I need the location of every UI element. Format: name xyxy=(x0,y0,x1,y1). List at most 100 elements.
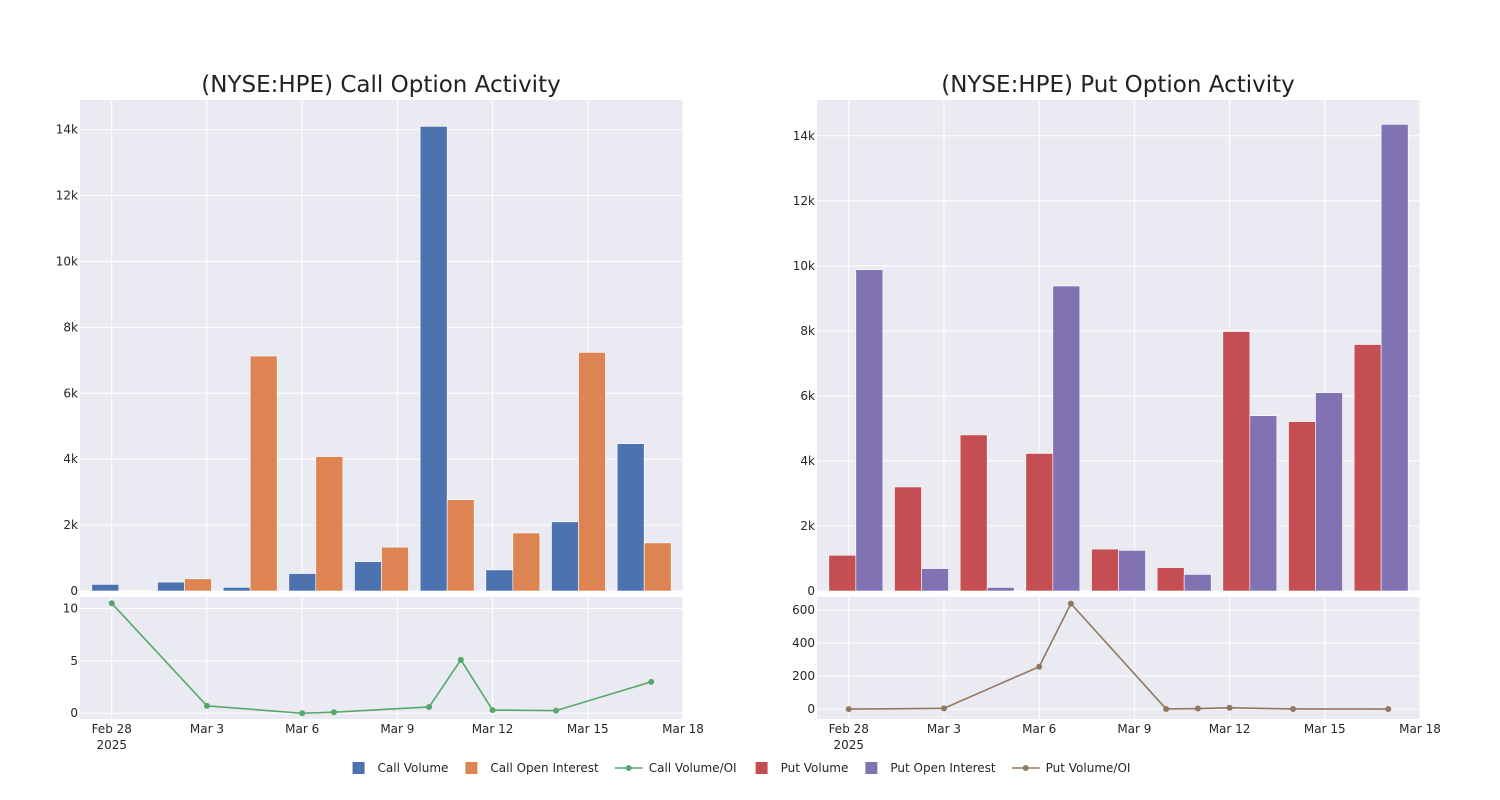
call-volume-oi-point xyxy=(648,678,655,685)
call-volume-bar xyxy=(354,561,382,592)
put-volume-oi-legend-label: Put Volume/OI xyxy=(1046,761,1131,775)
put-volume-legend-label: Put Volume xyxy=(781,761,849,775)
put-open-interest-bar xyxy=(1315,392,1343,592)
put-volume-oi-point xyxy=(1194,705,1201,712)
put-option-panel: (NYSE:HPE) Put Option Activity 0 2k 4k 6k 8k… xyxy=(792,72,1441,752)
call-ratio-plot-area xyxy=(80,597,683,719)
put-volume-oi-point xyxy=(1385,706,1392,713)
call-volume-bar xyxy=(157,581,185,592)
call-open-interest-bar xyxy=(249,355,278,592)
call-volume-oi-point xyxy=(299,710,306,717)
call-bar-ytick-label: 14k xyxy=(56,123,78,137)
call-volume-oi-legend-marker xyxy=(625,765,632,771)
put-xtick-label: Mar 3 xyxy=(927,722,961,736)
put-volume-bar xyxy=(1025,453,1054,592)
call-open-interest-bar xyxy=(381,546,409,592)
put-open-interest-bar xyxy=(1249,415,1278,592)
call-ratio-ytick-label: 10 xyxy=(63,602,78,616)
call-xtick-label: Mar 9 xyxy=(380,722,414,736)
put-volume-oi-point xyxy=(1226,704,1233,711)
put-xtick-label: Feb 28 xyxy=(829,722,869,736)
call-chart-title: (NYSE:HPE) Call Option Activity xyxy=(201,72,560,98)
call-volume-oi-point xyxy=(553,707,560,714)
put-xtick-year-label: 2025 xyxy=(833,738,864,752)
put-volume-bar xyxy=(894,486,922,592)
put-open-interest-bar xyxy=(1183,574,1212,592)
call-bar-ytick-label: 12k xyxy=(56,189,78,203)
put-open-interest-legend-swatch xyxy=(865,762,878,774)
put-xtick-label: Mar 6 xyxy=(1022,722,1056,736)
call-bar-ytick-label: 4k xyxy=(63,452,78,466)
call-bar-ytick-label: 0 xyxy=(70,584,78,598)
call-volume-oi-point xyxy=(457,656,464,663)
call-option-panel: (NYSE:HPE) Call Option Activity 0 2k 4k 6k 8… xyxy=(56,72,704,752)
put-ratio-ytick-label: 200 xyxy=(792,669,815,683)
put-chart-title: (NYSE:HPE) Put Option Activity xyxy=(941,72,1295,98)
put-volume-oi-legend-marker xyxy=(1022,765,1029,771)
call-xtick-label: Mar 18 xyxy=(662,722,704,736)
call-ratio-ytick-label: 0 xyxy=(70,706,78,720)
put-bar-ytick-label: 6k xyxy=(800,389,815,403)
put-xtick-label: Mar 12 xyxy=(1209,722,1251,736)
put-volume-bar xyxy=(1353,344,1382,592)
put-volume-legend-swatch xyxy=(755,762,768,774)
call-volume-oi-point xyxy=(330,709,337,716)
call-volume-oi-point xyxy=(108,600,115,607)
put-bar-ytick-label: 14k xyxy=(793,129,815,143)
put-volume-oi-point xyxy=(845,706,852,713)
call-bar-ytick-label: 8k xyxy=(63,320,78,334)
put-xtick-label: Mar 18 xyxy=(1399,722,1441,736)
put-ratio-ytick-label: 400 xyxy=(792,636,815,650)
call-open-interest-bar xyxy=(118,590,147,592)
call-volume-legend-label: Call Volume xyxy=(378,761,449,775)
put-volume-oi-point xyxy=(940,705,947,712)
call-open-interest-legend-label: Call Open Interest xyxy=(490,761,599,775)
put-open-interest-legend-label: Put Open Interest xyxy=(890,761,996,775)
put-bar-ytick-label: 0 xyxy=(807,584,815,598)
put-open-interest-bar xyxy=(1380,124,1409,592)
call-volume-bar xyxy=(551,521,579,592)
put-bar-ytick-label: 2k xyxy=(800,519,815,533)
put-volume-bar xyxy=(1288,421,1316,592)
call-volume-bar xyxy=(616,443,645,592)
call-volume-oi-point xyxy=(426,703,433,710)
put-xtick-label: Mar 9 xyxy=(1117,722,1151,736)
call-xtick-year-label: 2025 xyxy=(96,738,127,752)
call-volume-bar xyxy=(288,573,317,592)
call-volume-legend-swatch xyxy=(352,762,365,774)
put-volume-oi-point xyxy=(1036,663,1043,670)
put-volume-bar xyxy=(959,434,988,592)
call-volume-bar xyxy=(485,569,514,592)
put-volume-bar xyxy=(1222,331,1251,592)
call-bar-ytick-label: 10k xyxy=(56,254,78,268)
call-open-interest-bar xyxy=(512,532,541,592)
put-volume-oi-point xyxy=(1290,705,1297,712)
legend: Call Volume Call Open Interest Call Volume… xyxy=(352,761,1131,775)
put-volume-bar xyxy=(1091,548,1119,592)
put-ratio-ytick-label: 0 xyxy=(807,702,815,716)
call-xtick-label: Mar 15 xyxy=(567,722,609,736)
put-bar-ytick-label: 4k xyxy=(800,454,815,468)
call-volume-oi-legend-label: Call Volume/OI xyxy=(649,761,737,775)
put-ratio-ytick-label: 600 xyxy=(792,603,815,617)
call-xtick-label: Mar 3 xyxy=(190,722,224,736)
put-volume-bar xyxy=(828,554,857,592)
call-ratio-ytick-label: 5 xyxy=(70,654,78,668)
put-volume-oi-point xyxy=(1163,705,1170,712)
call-xtick-label: Mar 6 xyxy=(285,722,319,736)
put-bar-ytick-label: 12k xyxy=(793,194,815,208)
put-open-interest-bar xyxy=(1052,285,1081,592)
call-xtick-label: Feb 28 xyxy=(92,722,132,736)
call-volume-bar xyxy=(222,587,251,592)
call-open-interest-bar xyxy=(315,456,344,592)
put-bar-ytick-label: 8k xyxy=(800,324,815,338)
put-open-interest-bar xyxy=(986,587,1015,592)
call-xtick-label: Mar 12 xyxy=(472,722,514,736)
call-bar-ytick-label: 6k xyxy=(63,386,78,400)
call-volume-bar xyxy=(91,584,120,592)
call-bar-ytick-label: 2k xyxy=(63,518,78,532)
put-open-interest-bar xyxy=(921,568,949,592)
put-xtick-label: Mar 15 xyxy=(1304,722,1346,736)
put-open-interest-bar xyxy=(1118,550,1146,592)
